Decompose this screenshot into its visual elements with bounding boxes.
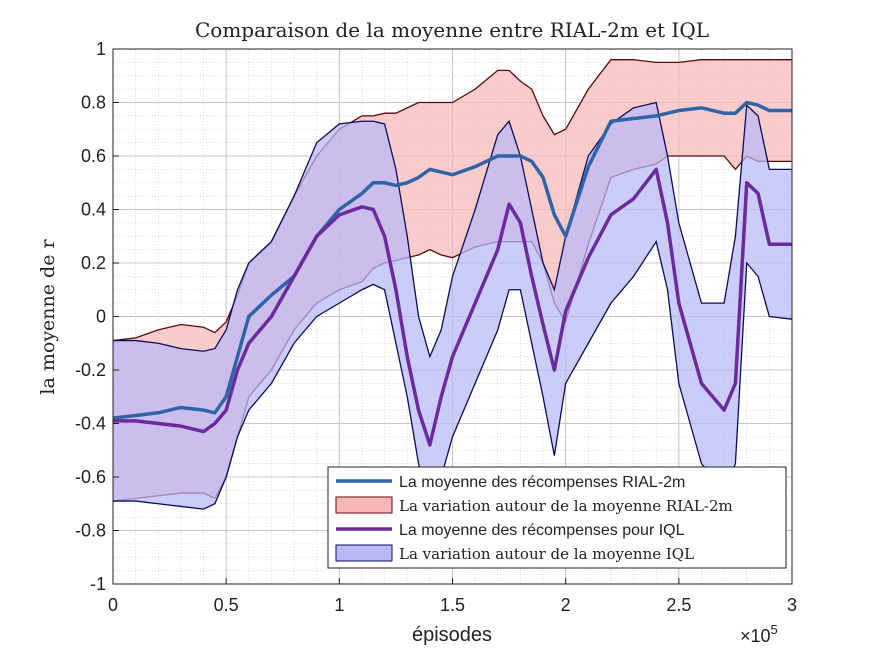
x-exponent-base: ×10 xyxy=(740,626,771,646)
mean-line xyxy=(112,100,792,420)
x-axis-label: épisodes xyxy=(412,624,492,646)
legend-label: La variation autour de la moyenne IQL xyxy=(399,545,694,563)
y-tick-label: -0.6 xyxy=(75,467,106,487)
y-tick-label: 1 xyxy=(96,39,106,59)
y-tick-label: -0.4 xyxy=(75,414,106,434)
y-tick-label: 0.8 xyxy=(81,93,106,113)
legend: La moyenne des récompenses RIAL-2m La var… xyxy=(327,466,787,569)
mean-lines xyxy=(112,100,792,447)
x-tick-label: 2 xyxy=(561,595,571,615)
y-axis-label: la moyenne de r xyxy=(37,239,59,395)
y-tick-label: -0.8 xyxy=(75,521,106,541)
y-tick-label: 0.4 xyxy=(81,200,106,220)
x-tick-label: 0 xyxy=(108,595,118,615)
legend-label: La variation autour de la moyenne RIAL-2… xyxy=(399,497,733,515)
legend-label: La moyenne des récompenses pour IQL xyxy=(399,522,685,539)
x-exponent-power: 5 xyxy=(771,622,778,637)
band-upper-edge xyxy=(113,101,792,359)
y-tick-label: 0 xyxy=(96,307,106,327)
mean-line xyxy=(113,167,792,447)
y-tick-label: 0.2 xyxy=(81,253,106,273)
y-tick-label: 0.6 xyxy=(81,146,106,166)
y-tick-label: -0.2 xyxy=(75,360,106,380)
legend-patch-swatch xyxy=(335,496,393,514)
chart-title: Comparaison de la moyenne entre RIAL-2m … xyxy=(195,18,709,42)
legend-label: La moyenne des récompenses RIAL-2m xyxy=(399,474,685,491)
legend-patch-swatch xyxy=(335,544,393,562)
ticks: 0 0.5 1 1.5 2 2.5 3 -1 -0.8 -0.6 -0.4 -0.2 0 0.2 0.4 0.… xyxy=(75,39,797,615)
x-tick-label: 0.5 xyxy=(214,595,239,615)
x-tick-label: 1.5 xyxy=(440,595,465,615)
x-tick-label: 3 xyxy=(787,595,797,615)
x-tick-label: 1 xyxy=(334,595,344,615)
x-tick-label: 2.5 xyxy=(666,595,691,615)
y-tick-label: -1 xyxy=(90,574,106,594)
band-lower-edge xyxy=(113,239,793,518)
legend-box xyxy=(327,466,787,569)
x-exponent-label: ×105 xyxy=(740,622,778,646)
